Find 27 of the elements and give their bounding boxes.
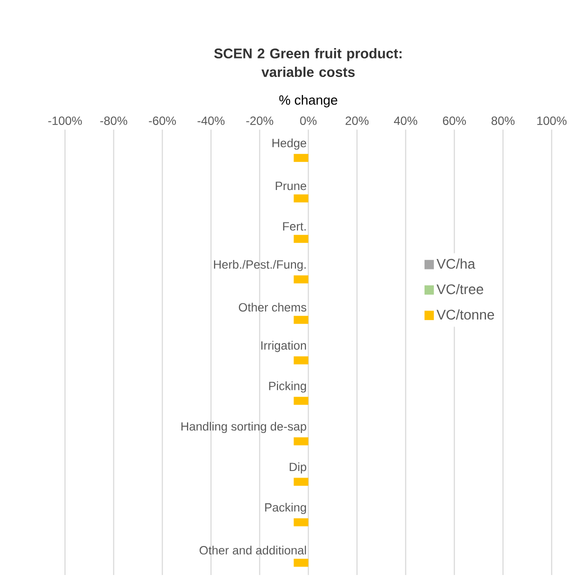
legend-label: VC/ha [436, 258, 476, 269]
y-tick-label: Dip [290, 462, 306, 474]
y-tick-label: Other and additional [200, 546, 306, 555]
y-tick-label: Hedge [272, 138, 306, 150]
y-tick-label: Herb./Pest./Fung. [214, 260, 306, 272]
x-tick-label: 80% [492, 116, 515, 125]
x-tick-label: -20% [246, 116, 274, 125]
y-tick-label: Picking [269, 381, 306, 393]
x-tick-label: 20% [346, 116, 369, 125]
y-tick-label: Handling sorting de-sap [181, 422, 306, 434]
x-tick-label: 40% [394, 116, 418, 125]
x-axis-title: % change [279, 95, 338, 108]
x-tick-label: 100% [537, 116, 567, 125]
chart-title: SCEN 2 Green fruit product: variable costs [214, 48, 402, 78]
y-tick-label: Irrigation [261, 340, 306, 352]
y-tick-label: Other chems [238, 302, 306, 312]
x-tick-label: 0% [300, 116, 317, 125]
y-tick-label: Fert. [283, 222, 306, 231]
x-tick-label: 60% [442, 116, 466, 125]
x-tick-label: -100% [48, 116, 82, 125]
x-tick-label: -40% [198, 116, 225, 125]
x-tick-label: -80% [100, 116, 128, 125]
legend-label: VC/tree [436, 284, 484, 294]
legend-label: VC/tonne [436, 309, 494, 320]
x-tick-label: -60% [148, 116, 176, 125]
y-tick-label: Prune [276, 182, 306, 190]
y-tick-label: Packing [265, 502, 306, 514]
